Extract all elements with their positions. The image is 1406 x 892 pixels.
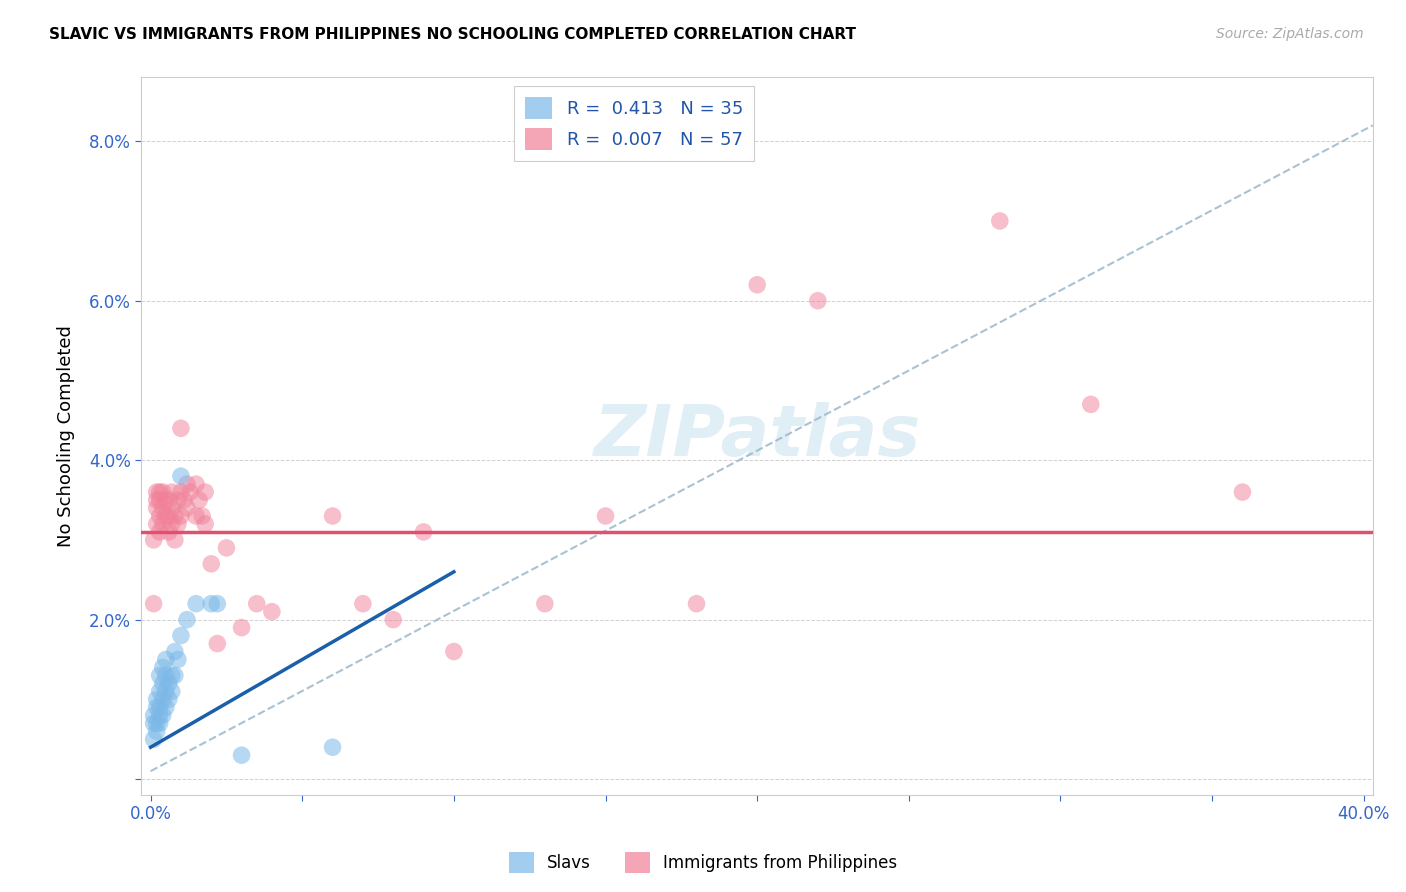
Point [207, 636, 229, 650]
Point [170, 469, 193, 483]
Point [260, 605, 283, 619]
Text: ZIPatlas: ZIPatlas [593, 401, 921, 471]
Point [988, 214, 1011, 228]
Point [534, 597, 557, 611]
Point [155, 652, 177, 666]
Point [157, 692, 180, 706]
Point [149, 700, 172, 714]
Point [184, 597, 207, 611]
Point [352, 597, 374, 611]
Point [149, 716, 172, 731]
Point [145, 485, 167, 500]
Point [163, 668, 186, 682]
Point [155, 508, 177, 523]
Y-axis label: No Schooling Completed: No Schooling Completed [58, 326, 75, 547]
Point [152, 516, 174, 531]
Point [176, 477, 198, 491]
Point [170, 485, 193, 500]
Text: SLAVIC VS IMMIGRANTS FROM PHILIPPINES NO SCHOOLING COMPLETED CORRELATION CHART: SLAVIC VS IMMIGRANTS FROM PHILIPPINES NO… [49, 27, 856, 42]
Point [412, 524, 434, 539]
Point [149, 508, 172, 523]
Point [167, 652, 190, 666]
Point [807, 293, 830, 308]
Point [152, 485, 174, 500]
Point [163, 508, 186, 523]
Point [167, 516, 190, 531]
Text: Source: ZipAtlas.com: Source: ZipAtlas.com [1216, 27, 1364, 41]
Point [152, 501, 174, 516]
Point [145, 493, 167, 508]
Point [170, 421, 193, 435]
Point [167, 493, 190, 508]
Point [322, 508, 344, 523]
Point [595, 508, 617, 523]
Point [149, 524, 172, 539]
Point [176, 501, 198, 516]
Point [142, 597, 165, 611]
Legend: R =  0.413   N = 35, R =  0.007   N = 57: R = 0.413 N = 35, R = 0.007 N = 57 [515, 87, 754, 161]
Point [685, 597, 707, 611]
Point [145, 516, 167, 531]
Point [145, 692, 167, 706]
Point [231, 748, 253, 763]
Point [149, 668, 172, 682]
Point [231, 621, 253, 635]
Point [160, 516, 183, 531]
Point [747, 277, 769, 292]
Point [142, 732, 165, 747]
Point [155, 684, 177, 698]
Point [215, 541, 238, 555]
Point [149, 684, 172, 698]
Point [149, 493, 172, 508]
Point [200, 557, 222, 571]
Point [157, 676, 180, 690]
Point [157, 493, 180, 508]
Point [145, 700, 167, 714]
Point [170, 508, 193, 523]
Point [191, 508, 214, 523]
Point [322, 740, 344, 755]
Point [152, 708, 174, 723]
Point [207, 597, 229, 611]
Point [155, 493, 177, 508]
Legend: Slavs, Immigrants from Philippines: Slavs, Immigrants from Philippines [502, 846, 904, 880]
Point [142, 708, 165, 723]
Point [152, 660, 174, 674]
Point [145, 501, 167, 516]
Point [152, 692, 174, 706]
Point [155, 668, 177, 682]
Point [157, 508, 180, 523]
Point [184, 508, 207, 523]
Point [155, 700, 177, 714]
Point [184, 477, 207, 491]
Point [160, 668, 183, 682]
Point [443, 644, 465, 658]
Point [1232, 485, 1254, 500]
Point [157, 524, 180, 539]
Point [179, 485, 201, 500]
Point [149, 708, 172, 723]
Point [246, 597, 269, 611]
Point [382, 613, 405, 627]
Point [173, 493, 195, 508]
Point [160, 684, 183, 698]
Point [188, 493, 211, 508]
Point [152, 676, 174, 690]
Point [194, 516, 217, 531]
Point [163, 644, 186, 658]
Point [142, 533, 165, 547]
Point [145, 716, 167, 731]
Point [163, 533, 186, 547]
Point [160, 501, 183, 516]
Point [194, 485, 217, 500]
Point [149, 485, 172, 500]
Point [1080, 397, 1102, 411]
Point [200, 597, 222, 611]
Point [170, 629, 193, 643]
Point [145, 724, 167, 739]
Point [142, 716, 165, 731]
Point [160, 485, 183, 500]
Point [176, 613, 198, 627]
